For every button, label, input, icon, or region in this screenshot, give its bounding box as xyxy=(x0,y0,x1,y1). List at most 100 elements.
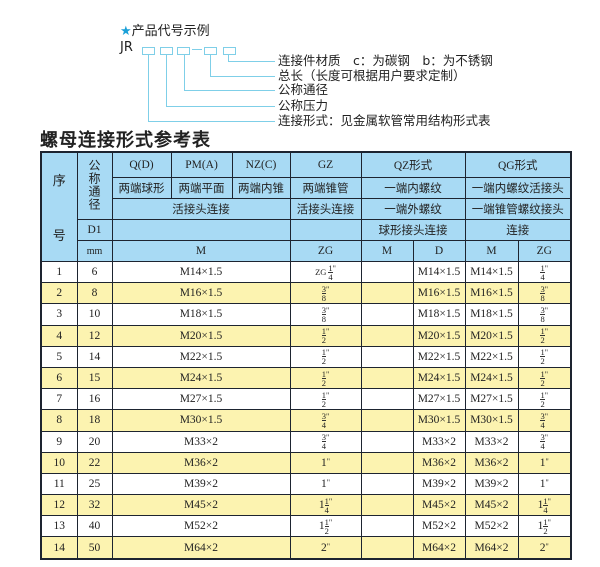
header-desc: 两端锥管 xyxy=(289,177,362,199)
header-desc: 一端内螺纹活接头 xyxy=(464,177,572,199)
inch-mark: " xyxy=(326,456,330,466)
inch-mark: " xyxy=(544,348,548,358)
cell-qz-m xyxy=(360,388,414,411)
header-seq: 序号 xyxy=(40,151,78,262)
table-row: 3 10 M18×1.5 3 8 " M18×1.5 M18×1.5 3 8 " xyxy=(40,303,572,326)
cell-gz-zg: 1" xyxy=(289,451,362,474)
cell-qg-m: M64×2 xyxy=(464,536,519,560)
whole-number: 2 xyxy=(539,541,546,554)
denominator: 4 xyxy=(321,419,326,430)
header-type: GZ xyxy=(289,151,362,178)
cell-m: M39×2 xyxy=(111,472,291,496)
cell-m: M20×1.5 xyxy=(111,324,291,347)
header-desc: 两端内锥 xyxy=(231,177,291,199)
cell-dn: 8 xyxy=(76,282,113,305)
inch-mark: " xyxy=(545,477,549,487)
cell-m: M52×2 xyxy=(111,515,291,538)
denominator: 4 xyxy=(324,504,329,515)
cell-gz-zg: 1 2 " xyxy=(289,345,362,368)
inch-mark: " xyxy=(544,390,548,400)
cell-qz-m xyxy=(360,366,414,390)
header-empty xyxy=(289,219,362,241)
cell-qg-zg: 3 8 " xyxy=(517,282,572,305)
table-row: 14 50 M64×2 2" M64×2 M64×2 2" xyxy=(40,536,572,560)
cell-qz-d: M27×1.5 xyxy=(412,388,466,411)
cell-no: 8 xyxy=(40,409,78,432)
cell-no: 5 xyxy=(40,345,78,368)
table-row: 8 18 M30×1.5 3 4 " M30×1.5 M30×1.5 3 4 " xyxy=(40,409,572,432)
cell-no: 6 xyxy=(40,366,78,390)
code-box xyxy=(223,47,236,55)
cell-qg-m: M14×1.5 xyxy=(464,260,519,284)
numerator: 1 xyxy=(540,347,545,358)
denominator: 8 xyxy=(321,313,326,324)
header-thread: ZG xyxy=(517,240,572,262)
cell-qz-d: M45×2 xyxy=(412,494,466,517)
cell-dn: 20 xyxy=(76,430,113,453)
denominator: 4 xyxy=(540,419,545,430)
header-seq-1: 序 xyxy=(52,173,66,188)
table-row: 7 16 M27×1.5 1 2 " M27×1.5 M27×1.5 1 2 " xyxy=(40,388,572,411)
connector-line xyxy=(166,54,167,106)
inch-mark: " xyxy=(325,411,330,421)
whole-number: 1 xyxy=(539,477,546,490)
numerator: 3 xyxy=(321,410,326,421)
cell-qz-d: M20×1.5 xyxy=(412,324,466,347)
cell-dn: 14 xyxy=(76,345,113,368)
inch-mark: " xyxy=(328,496,333,506)
cell-qz-m xyxy=(360,345,414,368)
code-example-title: ★产品代号示例 xyxy=(120,20,210,39)
cell-no: 9 xyxy=(40,430,78,453)
table-row: 10 22 M36×2 1" M36×2 M36×2 1" xyxy=(40,451,572,474)
inch-mark: " xyxy=(325,390,330,400)
numerator: 1 xyxy=(540,326,545,337)
numerator: 1 xyxy=(328,262,333,273)
denominator: 8 xyxy=(540,313,545,324)
denominator: 4 xyxy=(321,441,326,452)
cell-no: 2 xyxy=(40,282,78,305)
table-row: 11 25 M39×2 1" M39×2 M39×2 1" xyxy=(40,472,572,496)
numerator: 1 xyxy=(324,516,329,527)
star-icon: ★ xyxy=(120,24,132,39)
denominator: 2 xyxy=(540,377,545,388)
cell-dn: 18 xyxy=(76,409,113,432)
header-thread: M xyxy=(111,240,291,262)
header-desc: 两端球形 xyxy=(111,177,172,199)
numerator: 1 xyxy=(321,326,326,337)
header-conn: 活接头连接 xyxy=(111,198,291,220)
inch-mark: " xyxy=(326,541,330,551)
cell-qg-zg: 1 4 " xyxy=(517,260,572,284)
header-unit: mm xyxy=(76,240,113,262)
cell-qg-zg: 1 2 " xyxy=(517,345,572,368)
header-type: NZ(C) xyxy=(231,151,291,178)
header-conn: 一端外螺纹 xyxy=(360,198,466,220)
numerator: 1 xyxy=(540,389,545,400)
denominator: 2 xyxy=(540,398,545,409)
nut-connection-table: 序号 公称通径 Q(D) PM(A) NZ(C) GZ QZ形式 QG形式 两端… xyxy=(40,151,572,560)
whole-number: 2 xyxy=(320,541,327,554)
whole-number: 1 xyxy=(318,498,325,511)
whole-number: 1 xyxy=(318,519,325,532)
denominator: 2 xyxy=(321,377,326,388)
inch-mark: " xyxy=(547,517,551,527)
code-dash xyxy=(192,49,202,50)
inch-mark: " xyxy=(325,348,330,358)
denominator: 2 xyxy=(324,525,329,536)
numerator: 3 xyxy=(321,283,326,294)
label-length: 总长（长度可根据用户要求定制） xyxy=(278,68,466,83)
cell-qz-m xyxy=(360,430,414,453)
cell-dn: 15 xyxy=(76,366,113,390)
cell-m: M33×2 xyxy=(111,430,291,453)
cell-m: M64×2 xyxy=(111,536,291,560)
cell-qz-d: M18×1.5 xyxy=(412,303,466,326)
cell-qg-zg: 1 2 " xyxy=(517,366,572,390)
header-thread: D xyxy=(412,240,466,262)
inch-mark: " xyxy=(325,284,330,294)
denominator: 8 xyxy=(321,292,326,303)
